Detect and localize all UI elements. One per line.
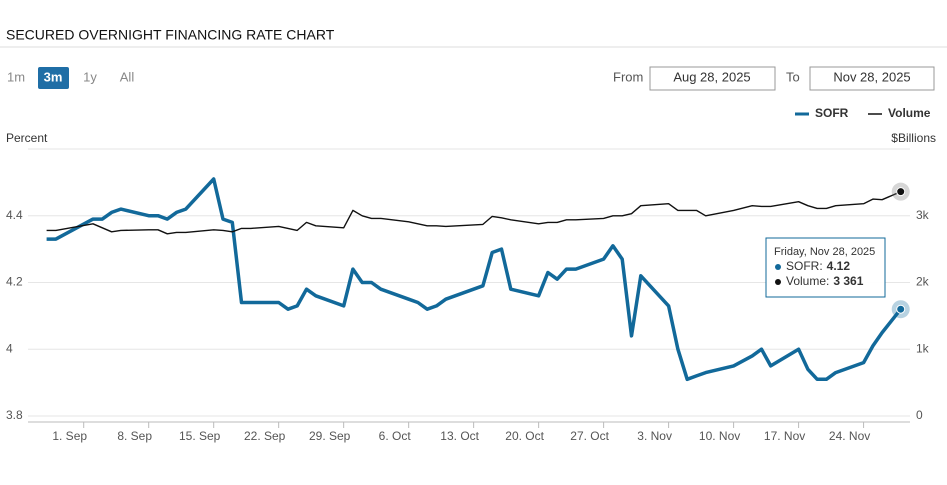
tooltip-box [765, 237, 886, 298]
x-tick-label: 10. Nov [699, 429, 740, 443]
x-tick-label: 6. Oct [379, 429, 412, 443]
x-tick-label: 13. Oct [440, 429, 479, 443]
y-tick-label: 4 [6, 341, 13, 355]
tooltip-value: 3 361 [833, 274, 863, 288]
legend-label[interactable]: Volume [888, 106, 931, 120]
x-tick-label: 8. Sep [117, 429, 152, 443]
x-tick-label: 3. Nov [637, 429, 672, 443]
range-button[interactable]: 3m [44, 69, 63, 84]
from-label: From [613, 69, 643, 84]
tooltip-title: Friday, Nov 28, 2025 [774, 246, 875, 258]
x-tick-label: 15. Sep [179, 429, 221, 443]
from-value[interactable]: Aug 28, 2025 [673, 69, 750, 84]
legend-label[interactable]: SOFR [815, 106, 849, 120]
y-axis-title: Percent [6, 131, 48, 145]
y2-tick-label: 3k [916, 208, 930, 222]
from-input[interactable] [649, 66, 776, 91]
y2-tick-label: 1k [916, 341, 930, 355]
y2-tick-label: 2k [916, 275, 930, 289]
y-tick-label: 4.2 [6, 275, 23, 289]
tooltip-dot [775, 264, 781, 270]
x-tick-label: 22. Sep [244, 429, 286, 443]
to-input[interactable] [809, 66, 935, 91]
page-title: SECURED OVERNIGHT FINANCING RATE CHART [6, 27, 335, 43]
y-tick-label: 3.8 [6, 408, 23, 422]
tooltip-row: Volume: 3 361 [786, 274, 864, 288]
x-tick-label: 1. Sep [52, 429, 87, 443]
tooltip-value: 4.12 [827, 259, 851, 273]
x-tick-label: 29. Sep [309, 429, 351, 443]
range-selector: 1m 3m 1y All [7, 67, 134, 89]
y2-tick-label: 0 [916, 408, 923, 422]
tooltip-label: Volume: [786, 274, 829, 288]
x-tick-label: 24. Nov [829, 429, 870, 443]
series-line [46, 177, 903, 382]
to-value[interactable]: Nov 28, 2025 [833, 69, 910, 84]
y2-axis-title: $Billions [891, 131, 936, 145]
range-button[interactable]: 1m [7, 69, 25, 84]
x-tick-label: 27. Oct [570, 429, 609, 443]
range-button-active[interactable] [38, 67, 69, 89]
hover-marker [896, 187, 906, 197]
x-tick-label: 20. Oct [505, 429, 544, 443]
tooltip-label: SOFR: [786, 259, 823, 273]
range-button[interactable]: All [120, 69, 135, 84]
tooltip-row: SOFR: 4.12 [786, 259, 850, 273]
hover-marker [896, 304, 906, 314]
x-tick-label: 17. Nov [764, 429, 805, 443]
to-label: To [786, 69, 800, 84]
y-tick-label: 4.4 [6, 208, 23, 222]
range-button[interactable]: 1y [83, 69, 97, 84]
series-line [46, 191, 901, 235]
tooltip-dot [775, 279, 781, 285]
